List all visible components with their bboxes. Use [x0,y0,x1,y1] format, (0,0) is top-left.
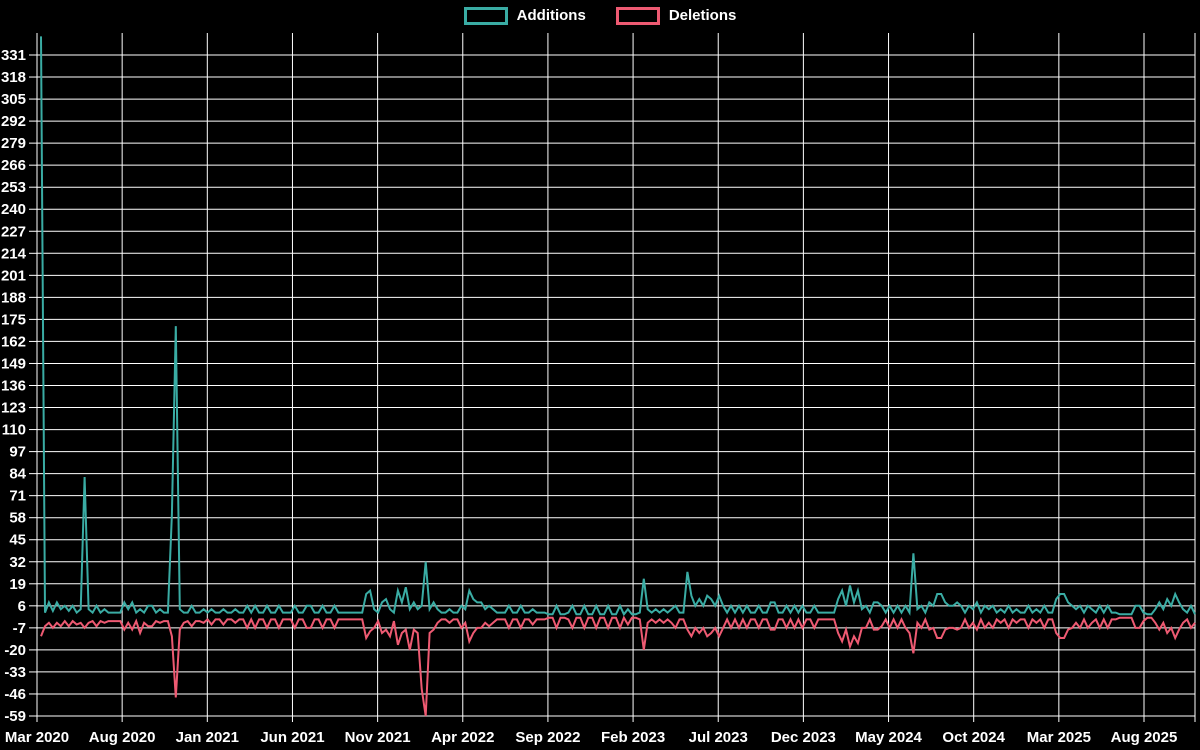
y-tick-label: 136 [1,378,26,395]
x-tick-label: May 2024 [855,729,922,746]
x-tick-label: Aug 2020 [89,729,156,746]
series-line-additions [40,36,1196,617]
y-tick-label: 240 [1,201,26,218]
y-tick-label: 84 [9,466,26,483]
x-tick-label: Jun 2021 [260,729,324,746]
legend-item-additions[interactable]: Additions [463,7,586,25]
x-tick-label: Sep 2022 [515,729,580,746]
x-tick-label: Jan 2021 [176,729,239,746]
y-tick-label: -59 [4,708,26,725]
y-tick-label: 279 [1,135,26,152]
legend-label-deletions: Deletions [668,7,737,24]
y-tick-label: 214 [1,245,27,262]
y-tick-label: 97 [9,444,26,461]
y-tick-label: 305 [1,91,26,108]
y-tick-label: 331 [1,47,26,64]
x-tick-label: Feb 2023 [601,729,665,746]
y-tick-label: 71 [9,488,26,505]
y-tick-label: 162 [1,333,26,350]
legend-item-deletions[interactable]: Deletions [615,7,737,25]
y-tick-label: -20 [4,642,26,659]
y-tick-label: 6 [18,598,26,615]
y-tick-label: 201 [1,267,26,284]
y-tick-label: -46 [4,686,26,703]
legend-label-additions: Additions [516,7,586,24]
y-tick-label: 45 [9,532,26,549]
x-tick-label: Aug 2025 [1111,729,1178,746]
y-tick-label: 58 [9,510,26,527]
y-tick-label: 227 [1,223,26,240]
x-tick-label: Apr 2022 [431,729,494,746]
y-tick-label: 266 [1,157,26,174]
series-line-deletions [40,615,1196,717]
y-tick-label: 149 [1,355,26,372]
y-tick-label: 253 [1,179,26,196]
chart-legend: Additions Deletions [0,7,1200,25]
additions-swatch-icon [463,7,508,25]
y-tick-label: -33 [4,664,26,681]
x-tick-label: Oct 2024 [942,729,1005,746]
x-tick-label: Nov 2021 [345,729,411,746]
x-tick-label: Mar 2020 [5,729,69,746]
y-tick-label: 19 [9,576,26,593]
y-tick-label: -7 [13,620,26,637]
y-tick-label: 175 [1,311,26,328]
y-tick-label: 123 [1,400,26,417]
y-tick-label: 110 [2,422,26,439]
x-tick-label: Dec 2023 [771,729,836,746]
y-tick-label: 318 [1,69,26,86]
y-tick-label: 32 [9,554,26,571]
y-tick-label: 188 [1,289,26,306]
x-tick-label: Mar 2025 [1027,729,1091,746]
y-tick-label: 292 [1,113,26,130]
x-tick-label: Jul 2023 [689,729,748,746]
deletions-swatch-icon [615,7,660,25]
